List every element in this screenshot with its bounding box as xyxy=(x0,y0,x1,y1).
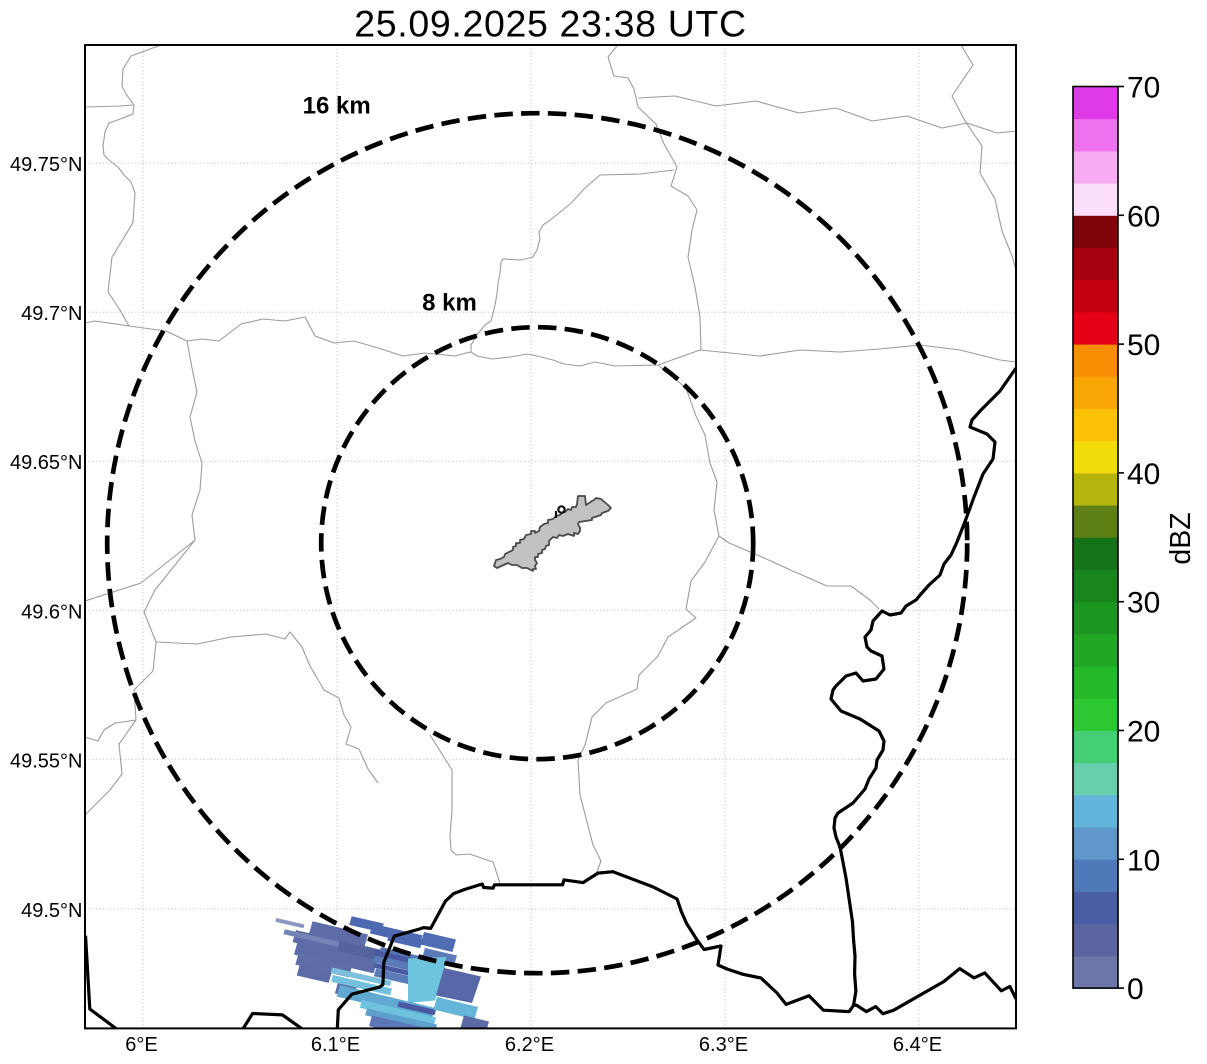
svg-text:49.65°N: 49.65°N xyxy=(10,452,83,474)
svg-text:6.4°E: 6.4°E xyxy=(893,1034,942,1056)
svg-text:49.5°N: 49.5°N xyxy=(21,900,82,922)
svg-text:6.1°E: 6.1°E xyxy=(311,1034,360,1056)
svg-text:30: 30 xyxy=(1127,587,1160,620)
svg-text:40: 40 xyxy=(1127,458,1160,491)
svg-text:49.6°N: 49.6°N xyxy=(21,601,82,623)
svg-text:60: 60 xyxy=(1127,200,1160,233)
svg-text:6.3°E: 6.3°E xyxy=(699,1034,748,1056)
svg-text:dBZ: dBZ xyxy=(1165,512,1197,564)
svg-text:70: 70 xyxy=(1127,72,1160,105)
svg-text:20: 20 xyxy=(1127,716,1160,749)
svg-text:8 km: 8 km xyxy=(422,289,477,316)
svg-text:25.09.2025 23:38 UTC: 25.09.2025 23:38 UTC xyxy=(354,3,746,45)
svg-text:10: 10 xyxy=(1127,844,1160,877)
svg-text:6°E: 6°E xyxy=(125,1034,157,1056)
svg-text:16 km: 16 km xyxy=(303,93,371,120)
svg-text:0: 0 xyxy=(1127,973,1144,1006)
svg-text:49.75°N: 49.75°N xyxy=(10,154,83,176)
svg-text:6.2°E: 6.2°E xyxy=(505,1034,554,1056)
svg-text:50: 50 xyxy=(1127,329,1160,362)
svg-text:49.55°N: 49.55°N xyxy=(10,750,83,772)
svg-text:49.7°N: 49.7°N xyxy=(21,303,82,325)
